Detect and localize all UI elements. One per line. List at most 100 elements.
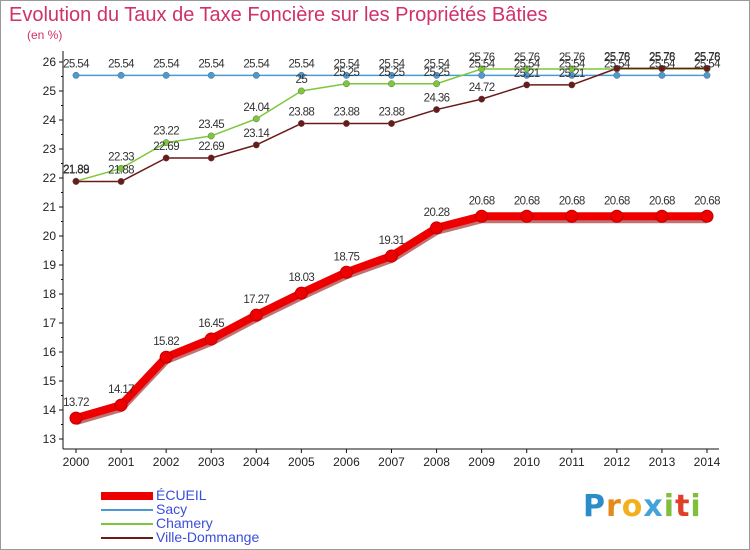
- data-point-ville-dommange: [388, 120, 395, 127]
- data-label-sacy: 25.54: [649, 58, 676, 70]
- data-label-ville-dommange: 25.21: [559, 68, 585, 80]
- y-tick-label: 23: [43, 142, 57, 156]
- x-tick-label: 2005: [288, 455, 315, 469]
- y-tick-label: 24: [43, 113, 57, 127]
- data-label-ecueil: 13.72: [63, 397, 89, 409]
- legend-label-sacy: Sacy: [156, 501, 188, 517]
- data-label-ville-dommange: 23.14: [243, 128, 270, 140]
- data-point-ville-dommange: [72, 178, 80, 185]
- data-label-ecueil: 15.82: [153, 336, 179, 348]
- data-label-sacy: 25.54: [63, 58, 90, 70]
- data-point-ville-dommange: [613, 64, 621, 72]
- data-label-ecueil: 20.68: [559, 195, 585, 207]
- data-point-ville-dommange: [523, 81, 531, 89]
- data-label-chamery: 25.25: [379, 67, 405, 79]
- data-label-ville-dommange: 21.88: [63, 164, 89, 176]
- x-tick-label: 2013: [649, 455, 676, 469]
- x-tick-label: 2000: [63, 455, 90, 469]
- data-point-ville-dommange: [207, 154, 215, 162]
- x-tick-label: 2010: [513, 455, 540, 469]
- data-point-chamery: [523, 65, 531, 73]
- legend-label-ecueil: ÉCUEIL: [156, 487, 207, 503]
- data-label-ecueil: 20.28: [424, 207, 450, 219]
- y-tick-label: 25: [43, 84, 57, 98]
- data-point-ville-dommange: [252, 141, 260, 149]
- data-label-ville-dommange: 23.88: [288, 106, 314, 118]
- data-label-chamery: 24.04: [243, 102, 270, 114]
- legend-item-sacy: Sacy: [101, 501, 361, 517]
- data-label-chamery: 23.22: [153, 126, 179, 138]
- legend-item-chamery: Chamery: [101, 515, 361, 531]
- data-point-ecueil: [430, 221, 444, 235]
- data-point-ville-dommange: [297, 120, 305, 127]
- data-label-ville-dommange: 24.36: [424, 93, 450, 105]
- data-point-ville-dommange: [658, 64, 666, 72]
- data-label-ecueil: 19.31: [379, 235, 405, 247]
- x-tick-label: 2008: [423, 455, 450, 469]
- data-label-sacy: 25.54: [424, 58, 451, 70]
- x-tick-label: 2007: [378, 455, 405, 469]
- data-point-chamery: [252, 115, 260, 123]
- data-point-chamery: [207, 132, 215, 140]
- y-tick-label: 14: [43, 403, 57, 417]
- data-label-ecueil: 20.68: [514, 195, 540, 207]
- data-label-ecueil: 18.03: [288, 272, 314, 284]
- y-tick-label: 15: [43, 374, 57, 388]
- data-label-sacy: 25.54: [153, 58, 180, 70]
- data-point-chamery: [388, 80, 395, 88]
- data-label-sacy: 25.54: [288, 58, 315, 70]
- data-point-ville-dommange: [478, 95, 486, 103]
- data-point-ecueil: [204, 332, 218, 346]
- data-point-sacy: [252, 71, 260, 79]
- data-point-sacy: [207, 71, 215, 79]
- data-point-chamery: [117, 165, 125, 172]
- data-label-sacy: 25.54: [469, 58, 496, 70]
- data-label-ecueil: 20.68: [604, 195, 630, 207]
- x-tick-label: 2009: [468, 455, 495, 469]
- data-point-sacy: [433, 71, 440, 79]
- y-tick-label: 20: [43, 229, 57, 243]
- data-label-ecueil: 20.68: [694, 195, 720, 207]
- data-label-sacy: 25.54: [243, 58, 270, 70]
- data-point-sacy: [343, 71, 350, 79]
- y-tick-label: 19: [43, 258, 57, 272]
- data-point-ecueil: [610, 209, 624, 223]
- legend-swatch-ville-dommange: [101, 537, 153, 539]
- data-label-sacy: 25.54: [108, 58, 135, 70]
- data-label-sacy: 25.54: [379, 58, 406, 70]
- data-label-chamery: 25.76: [514, 52, 540, 64]
- y-tick-label: 26: [43, 55, 57, 69]
- y-tick-label: 17: [43, 316, 57, 330]
- data-label-ecueil: 16.45: [198, 318, 224, 330]
- data-label-chamery: 25.76: [649, 52, 675, 64]
- legend-swatch-ecueil: [101, 492, 153, 500]
- x-tick-label: 2003: [198, 455, 225, 469]
- data-point-sacy: [658, 71, 666, 79]
- x-tick-label: 2011: [559, 455, 585, 469]
- y-tick-label: 18: [43, 287, 57, 301]
- data-point-sacy: [388, 71, 395, 79]
- data-label-ecueil: 20.68: [649, 195, 675, 207]
- y-axis-unit-label: (en %): [27, 28, 63, 42]
- y-tick-label: 21: [43, 200, 57, 214]
- y-tick-label: 22: [43, 171, 57, 185]
- data-point-sacy: [478, 71, 486, 79]
- data-label-chamery: 25.76: [604, 52, 630, 64]
- data-label-ville-dommange: 22.69: [198, 141, 224, 153]
- data-point-ecueil: [249, 308, 263, 322]
- legend-swatch-sacy: [101, 509, 153, 511]
- data-label-chamery: 25.25: [424, 67, 450, 79]
- legend-swatch-chamery: [101, 523, 153, 525]
- data-point-ecueil: [159, 350, 173, 364]
- data-point-ecueil: [655, 209, 669, 223]
- x-tick-label: 2004: [243, 455, 270, 469]
- data-point-ecueil: [385, 249, 398, 263]
- data-label-ecueil: 17.27: [243, 294, 269, 306]
- legend-item-ville-dommange: Ville-Dommange: [101, 529, 361, 545]
- data-point-ville-dommange: [568, 81, 576, 89]
- legend-label-ville-dommange: Ville-Dommange: [156, 529, 260, 545]
- legend: ÉCUEIL Sacy Chamery Ville-Dommange: [101, 487, 361, 545]
- data-label-ville-dommange: 23.88: [334, 106, 360, 118]
- data-point-sacy: [613, 71, 621, 79]
